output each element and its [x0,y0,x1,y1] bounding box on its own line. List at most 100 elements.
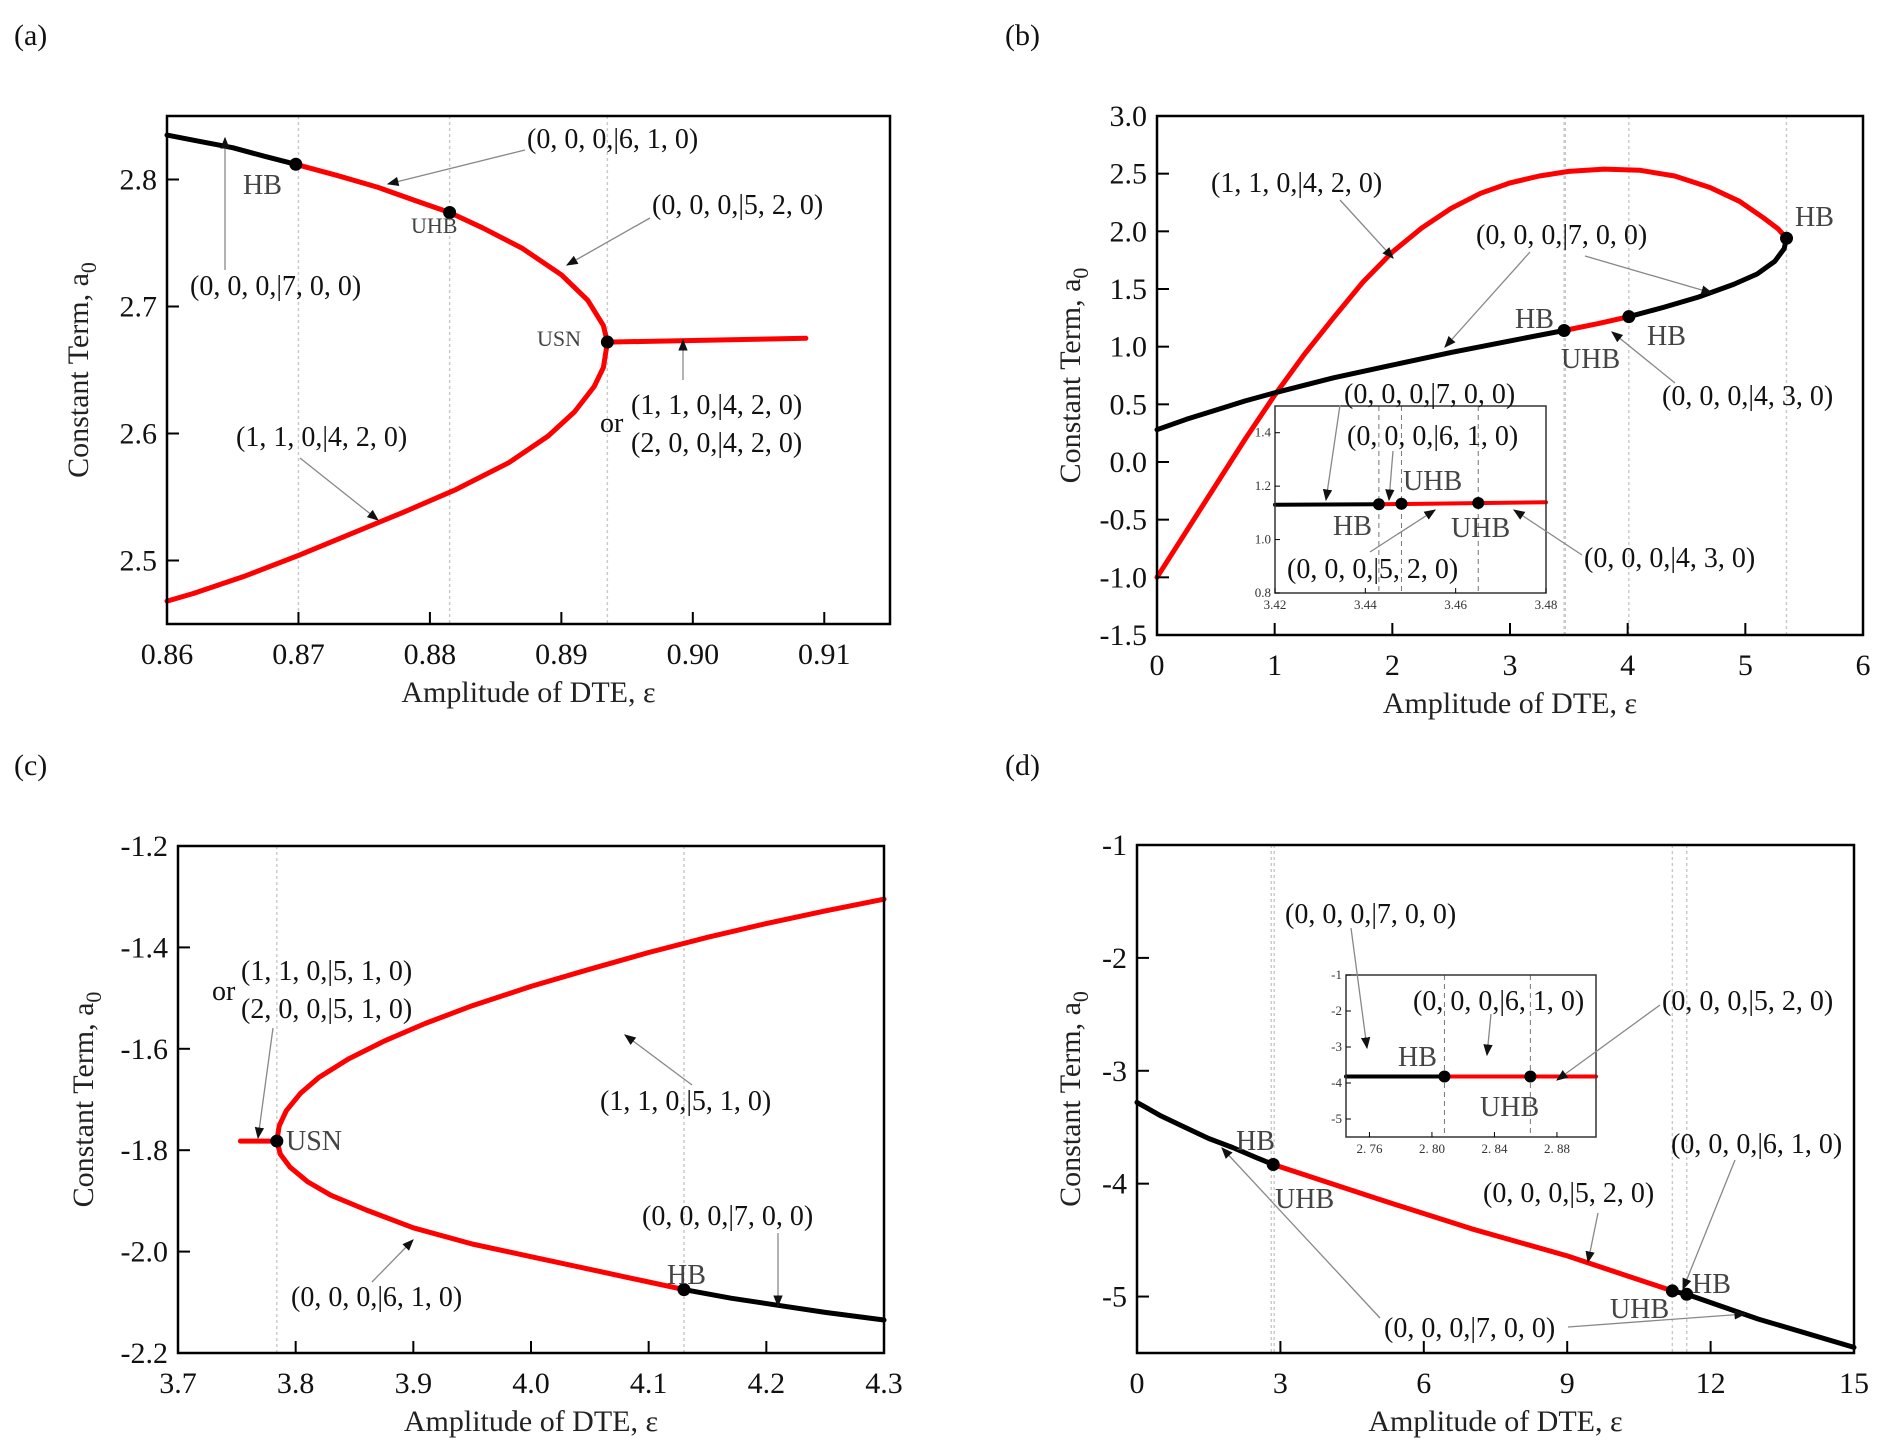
annotation: (1, 1, 0,|5, 1, 0) [600,1086,771,1117]
annotation-arrow [299,457,379,521]
y-axis-title: Constant Term, a0 [1054,268,1093,484]
annotation: (1, 1, 0,|4, 2, 0) [631,390,802,421]
inset-x-tick-label: 3.46 [1444,597,1467,612]
y-tick-label: 2.5 [1110,158,1148,191]
y-tick-label: -1.4 [121,931,169,964]
y-tick-label: -4 [1102,1168,1127,1201]
y-axis-title-text: Constant Term, a [67,1003,100,1208]
x-tick-label: 4.3 [865,1367,903,1400]
y-tick-label: 0.0 [1110,446,1148,479]
y-axis-title-subscript: 0 [1068,268,1093,279]
inset-x-tick-label: 2. 88 [1544,1141,1570,1156]
x-tick-label: 0.89 [535,638,588,671]
marker-label: HB [1236,1126,1275,1157]
inset-annotation: (0, 0, 0,|6, 1, 0) [1347,421,1518,452]
panel-label-b: (b) [1005,19,1040,52]
inset-plot-frame [1274,405,1547,594]
panel-label-c: (c) [14,749,47,782]
annotation: (1, 1, 0,|4, 2, 0) [236,422,407,453]
annotation-arrow [1682,1159,1736,1291]
inset-plot-frame [1345,974,1597,1138]
annotations-a: HB UHB USN (0, 0, 0,|6, 1, 0) (0, 0, 0,|… [190,124,823,521]
x-tick-label: 0 [1150,649,1165,682]
y-tick-label: 0.5 [1110,388,1148,421]
inset-y-tick-label: -5 [1331,1111,1342,1126]
y-axis-title-subscript: 0 [76,262,101,273]
marker-label: USN [537,326,581,351]
annotation: or [600,408,624,439]
marker-label: UHB [1561,344,1620,375]
x-tick-label: 0.86 [141,638,194,671]
x-tick-label: 5 [1738,649,1753,682]
panel-d: 0 3 6 9 12 15 -5 -4 -3 -2 -1 Amplitude of DTE, ε Con… [1054,829,1869,1438]
plot-frame [1135,843,1856,1355]
inset-annotation: (0, 0, 0,|7, 0, 0) [1344,379,1515,410]
marker-label: HB [667,1260,706,1291]
annotation-arrow [1585,1212,1599,1264]
series-unstable-branch [604,335,809,345]
x-tick-label: 6 [1416,1367,1431,1400]
inset-y-tick-label: 1.0 [1255,532,1271,547]
y-tick-label: -1.2 [121,830,169,863]
x-tick-label: 15 [1839,1367,1869,1400]
marker-point [1680,1287,1694,1301]
y-tick-label: 2.7 [120,291,158,324]
x-tick-label: 3 [1503,649,1518,682]
x-tick-label: 3.8 [277,1367,315,1400]
marker-label: HB [1515,304,1554,335]
inset-annotation: (0, 0, 0,|5, 2, 0) [1662,986,1833,1017]
annotation-arrow [386,149,526,187]
annotation-arrow [1369,509,1436,553]
series-stable [681,1287,887,1323]
y-tick-label: -3 [1102,1055,1127,1088]
annotation-arrow [1385,450,1395,502]
annotation-arrow [371,1239,414,1283]
annotation: (0, 0, 0,|7, 0, 0) [190,271,361,302]
y-tick-label: -0.5 [1100,504,1148,537]
annotation-arrow [1221,1147,1381,1319]
marker-point [1622,310,1636,324]
series-unstable-upper [274,896,887,1144]
y-tick-label: 1.0 [1110,331,1148,364]
panel-label-d: (d) [1005,749,1040,782]
x-tick-label: 4 [1620,649,1635,682]
inset-annotation: (0, 0, 0,|4, 3, 0) [1584,543,1755,574]
inset-y-tick-label: -4 [1331,1075,1342,1090]
marker-label: HB [1647,321,1686,352]
series-unstable-upper [293,161,610,345]
inset-plot: 2. 76 2. 80 2. 84 2. 88 -5 -4 -3 -2 -1 [1331,967,1598,1156]
series-unstable [1270,1162,1675,1294]
x-axis-title: Amplitude of DTE, ε [1368,1405,1622,1438]
marker-label: HB [1692,1269,1731,1300]
inset-marker-point [1395,497,1408,510]
inset-background [1275,406,1546,593]
inset-background [1346,975,1596,1137]
marker-point [600,335,614,349]
inset-marker-point [1472,496,1485,509]
y-axis-title-subscript: 0 [81,992,106,1003]
x-tick-label: 4.1 [630,1367,668,1400]
annotation-arrow [1611,331,1676,384]
annotation: or [212,976,236,1007]
inset-marker-label: HB [1333,511,1372,542]
panel-b: 0 1 2 3 4 5 6 -1.5 -1.0 -0.5 0.0 0.5 1.0 1.5 2.0 2.5 3.0… [1054,100,1871,720]
x-tick-label: 3.7 [159,1367,197,1400]
panel-label-a: (a) [14,19,47,52]
annotation: (0, 0, 0,|6, 1, 0) [527,124,698,155]
y-tick-label: 2.6 [120,418,158,451]
y-axis-title-text: Constant Term, a [1054,279,1087,484]
marker-point [1266,1157,1280,1171]
series-stable-upper [1626,235,1789,320]
annotation: (1, 1, 0,|5, 1, 0) [241,956,412,987]
y-tick-label: -1.8 [121,1134,169,1167]
x-tick-label: 3 [1273,1367,1288,1400]
inset-x-tick-label: 2. 76 [1356,1141,1383,1156]
inset-marker-label: HB [1398,1042,1437,1073]
annotation-arrow [1584,255,1714,295]
y-axis-title-text: Constant Term, a [62,273,95,478]
inset-y-tick-label: -1 [1331,967,1342,982]
x-tick-label: 9 [1560,1367,1575,1400]
x-tick-label: 6 [1856,649,1871,682]
marker-point [1780,231,1794,245]
marker-label: HB [1795,202,1834,233]
